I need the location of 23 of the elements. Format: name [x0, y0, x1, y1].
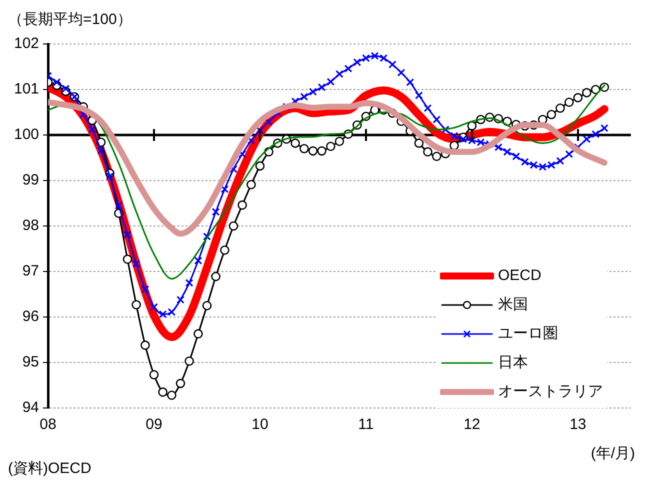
legend-label: 日本: [498, 353, 528, 372]
x-axis-title: (年/月): [590, 444, 635, 463]
legend-label: OECD: [498, 267, 542, 284]
y-tick-label: 97: [22, 262, 40, 280]
y-tick-label: 95: [22, 354, 40, 371]
y-tick-label: 102: [14, 35, 40, 52]
legend-label: ユーロ圏: [498, 324, 558, 343]
legend-label: 米国: [498, 295, 528, 314]
y-tick-label: 96: [22, 308, 40, 326]
x-tick-label: 08: [40, 416, 56, 434]
x-tick-label: 11: [358, 416, 374, 434]
x-tick-label: 10: [252, 416, 268, 434]
x-tick-label: 12: [464, 416, 480, 434]
x-tick-label: 13: [570, 416, 586, 434]
y-tick-label: 101: [14, 80, 40, 98]
y-tick-label: 98: [22, 217, 40, 234]
legend-label: オーストラリア: [498, 382, 603, 401]
y-tick-label: 99: [22, 172, 40, 189]
text: (資料)OECD: [8, 459, 92, 478]
x-tick-label: 09: [146, 416, 162, 434]
y-tick-label: 94: [22, 399, 40, 416]
y-tick-label: 100: [14, 126, 40, 144]
y-axis-title: （長期平均=100）: [8, 10, 132, 29]
